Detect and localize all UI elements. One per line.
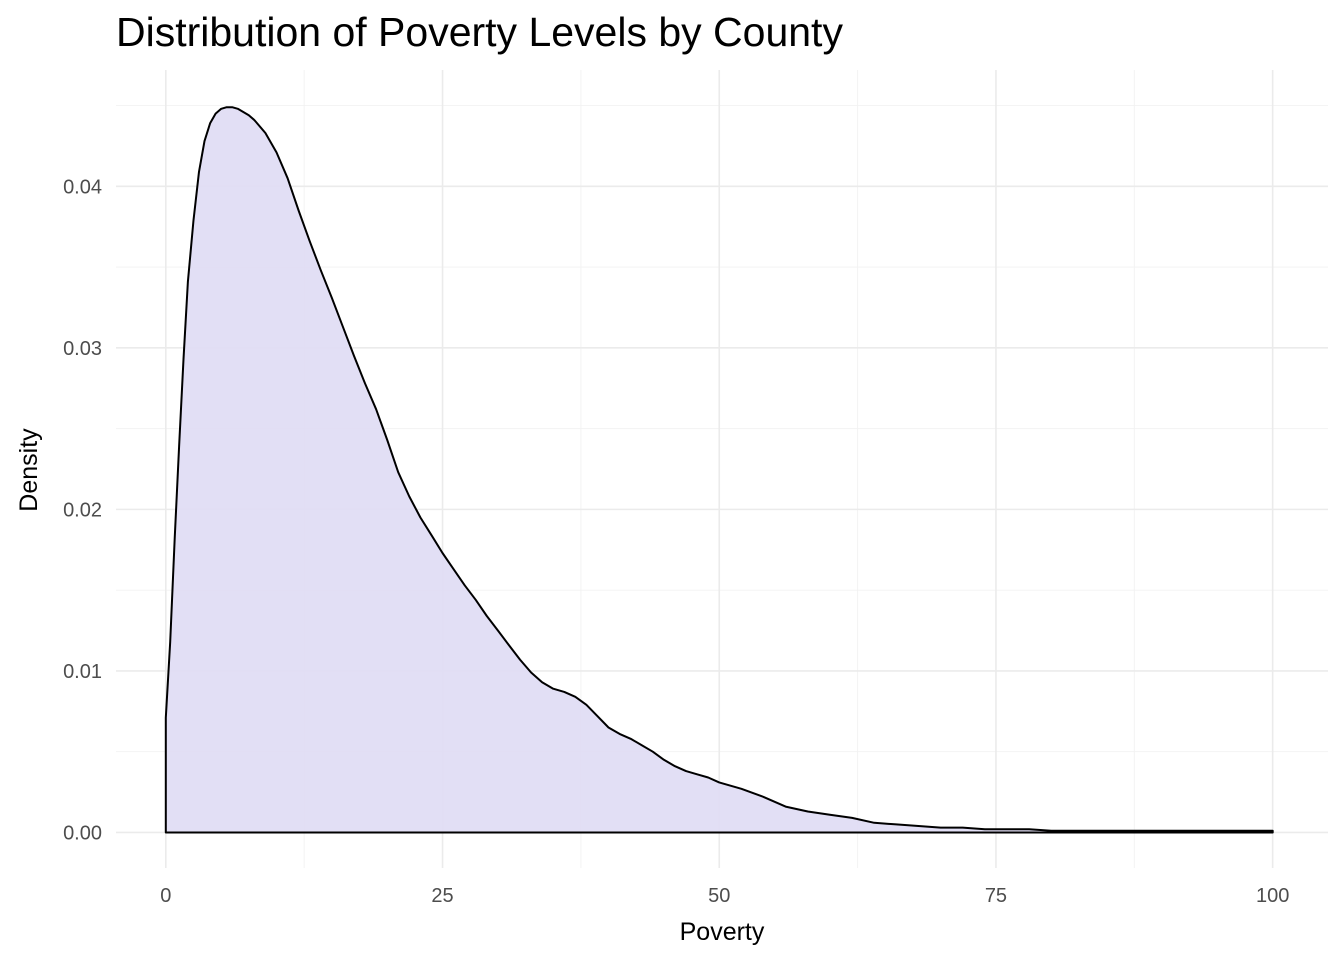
y-tick-label: 0.00 xyxy=(63,822,102,844)
y-tick-label: 0.04 xyxy=(63,176,102,198)
chart-title: Distribution of Poverty Levels by County xyxy=(116,9,843,55)
x-tick-label: 0 xyxy=(160,885,171,907)
major-gridlines xyxy=(116,70,1328,868)
x-tick-label: 25 xyxy=(431,885,453,907)
density-line xyxy=(164,106,1274,834)
density-area xyxy=(165,107,1273,833)
y-tick-label: 0.02 xyxy=(63,499,102,521)
x-tick-label: 75 xyxy=(985,885,1007,907)
y-axis-ticks: 0.00 0.01 0.02 0.03 0.04 xyxy=(63,176,102,844)
x-axis-title: Poverty xyxy=(680,918,765,946)
x-tick-label: 50 xyxy=(708,885,730,907)
y-axis-title: Density xyxy=(15,428,43,512)
x-tick-label: 100 xyxy=(1256,885,1289,907)
x-axis-ticks: 0 25 50 75 100 xyxy=(160,885,1289,907)
y-tick-label: 0.03 xyxy=(63,338,102,360)
y-tick-label: 0.01 xyxy=(63,661,102,683)
